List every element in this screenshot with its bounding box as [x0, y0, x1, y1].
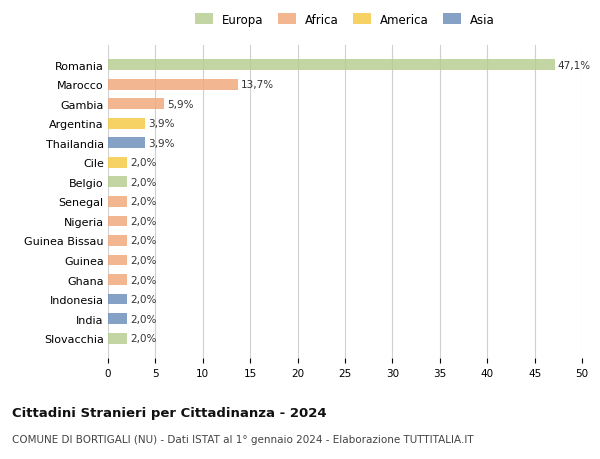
Bar: [108, 177, 127, 188]
Bar: [108, 313, 127, 325]
Text: 2,0%: 2,0%: [130, 236, 156, 246]
Text: 3,9%: 3,9%: [148, 139, 175, 148]
Bar: [108, 216, 127, 227]
Bar: [108, 294, 127, 305]
Text: 5,9%: 5,9%: [167, 100, 193, 109]
Bar: [108, 235, 127, 246]
Legend: Europa, Africa, America, Asia: Europa, Africa, America, Asia: [193, 11, 497, 29]
Text: 2,0%: 2,0%: [130, 314, 156, 324]
Bar: [108, 60, 554, 71]
Text: 47,1%: 47,1%: [557, 61, 590, 70]
Text: 2,0%: 2,0%: [130, 334, 156, 343]
Text: 2,0%: 2,0%: [130, 275, 156, 285]
Bar: [108, 79, 238, 90]
Text: 2,0%: 2,0%: [130, 217, 156, 226]
Text: Cittadini Stranieri per Cittadinanza - 2024: Cittadini Stranieri per Cittadinanza - 2…: [12, 406, 326, 419]
Bar: [108, 274, 127, 285]
Text: 13,7%: 13,7%: [241, 80, 274, 90]
Bar: [108, 118, 145, 129]
Bar: [108, 333, 127, 344]
Text: 3,9%: 3,9%: [148, 119, 175, 129]
Text: 2,0%: 2,0%: [130, 256, 156, 265]
Bar: [108, 157, 127, 168]
Bar: [108, 196, 127, 207]
Bar: [108, 99, 164, 110]
Text: 2,0%: 2,0%: [130, 295, 156, 304]
Text: 2,0%: 2,0%: [130, 197, 156, 207]
Text: 2,0%: 2,0%: [130, 158, 156, 168]
Text: 2,0%: 2,0%: [130, 178, 156, 187]
Text: COMUNE DI BORTIGALI (NU) - Dati ISTAT al 1° gennaio 2024 - Elaborazione TUTTITAL: COMUNE DI BORTIGALI (NU) - Dati ISTAT al…: [12, 434, 473, 444]
Bar: [108, 255, 127, 266]
Bar: [108, 138, 145, 149]
